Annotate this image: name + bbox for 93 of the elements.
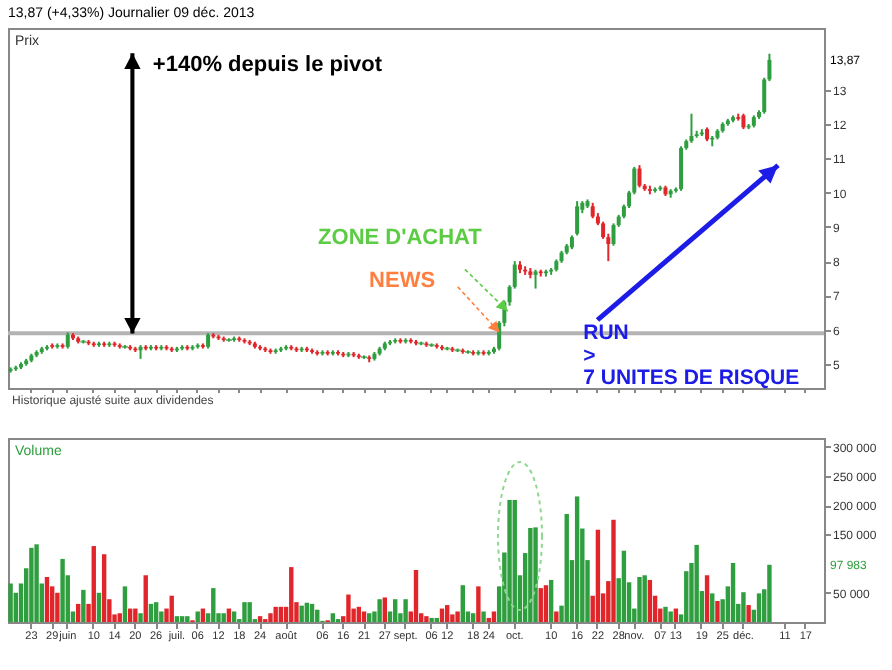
bar (767, 564, 772, 622)
bar (96, 592, 102, 622)
bar (543, 585, 549, 622)
bar (44, 577, 50, 622)
bar (424, 616, 429, 622)
bar (595, 529, 601, 622)
bar (101, 554, 107, 622)
bar (169, 595, 174, 622)
bar (730, 563, 736, 622)
bar (668, 611, 673, 622)
candlestick (533, 268, 538, 290)
bar (8, 583, 13, 622)
bar (377, 599, 382, 622)
bar (278, 606, 284, 622)
candlestick (637, 164, 642, 189)
bar (273, 606, 278, 622)
annotation: NEWS (369, 268, 436, 293)
bar (143, 575, 148, 622)
bar (455, 611, 460, 622)
bar (746, 605, 751, 622)
bar (528, 527, 533, 622)
bar (710, 593, 715, 622)
bar (756, 593, 762, 622)
bar (117, 613, 122, 622)
bar (242, 602, 247, 622)
bar (247, 602, 252, 622)
bar (684, 571, 689, 622)
bar (393, 599, 398, 622)
bar (704, 575, 710, 622)
bar (133, 608, 138, 622)
bar (257, 616, 263, 622)
bar (55, 592, 60, 622)
candlestick (689, 112, 694, 144)
bar (60, 558, 65, 622)
bar (91, 546, 96, 622)
bar (470, 613, 476, 622)
bar (346, 594, 351, 622)
bar (491, 611, 497, 622)
bar (81, 589, 86, 622)
bar (153, 602, 159, 622)
bar (367, 613, 372, 622)
annotation: RUN (583, 321, 629, 346)
bar (231, 611, 237, 622)
bar (507, 499, 512, 622)
bar (148, 603, 154, 622)
bar (382, 597, 388, 622)
bar (75, 603, 81, 622)
bar (642, 575, 647, 622)
bar (122, 586, 128, 622)
bar (356, 606, 362, 622)
annotation: ZONE D'ACHAT (318, 226, 483, 250)
bar (533, 527, 538, 622)
bar (574, 496, 580, 622)
bar (174, 616, 180, 622)
bar (29, 547, 34, 622)
candlestick (575, 200, 580, 237)
bar (268, 613, 273, 622)
bar (715, 600, 720, 622)
bar (694, 544, 699, 622)
bar (34, 544, 39, 622)
bar (538, 588, 543, 622)
bar (481, 611, 486, 622)
bar (221, 613, 226, 622)
bar (564, 513, 569, 622)
bar (554, 611, 559, 622)
bar (211, 588, 216, 622)
annotation: > (583, 343, 596, 368)
bar (476, 586, 481, 622)
bar (512, 499, 517, 622)
bar (663, 606, 668, 622)
bar (403, 599, 408, 622)
bar (460, 585, 465, 622)
bar (621, 550, 627, 622)
candlestick (679, 145, 684, 192)
bar (330, 613, 336, 622)
bar (647, 579, 653, 622)
bar (413, 570, 419, 622)
bar (444, 605, 450, 622)
bar (195, 611, 200, 622)
bar (179, 616, 185, 622)
bar (309, 603, 315, 622)
annotation: +140% depuis le pivot (152, 52, 383, 77)
bar (611, 519, 616, 622)
bar (637, 577, 642, 622)
bar (289, 567, 294, 622)
bar (185, 616, 190, 622)
candlestick (611, 222, 616, 247)
bar (138, 613, 143, 622)
bar (741, 592, 746, 622)
bar (299, 605, 304, 622)
bar (361, 611, 367, 622)
bar (548, 579, 554, 622)
annotation: 7 UNITES DE RISQUE (583, 366, 800, 391)
